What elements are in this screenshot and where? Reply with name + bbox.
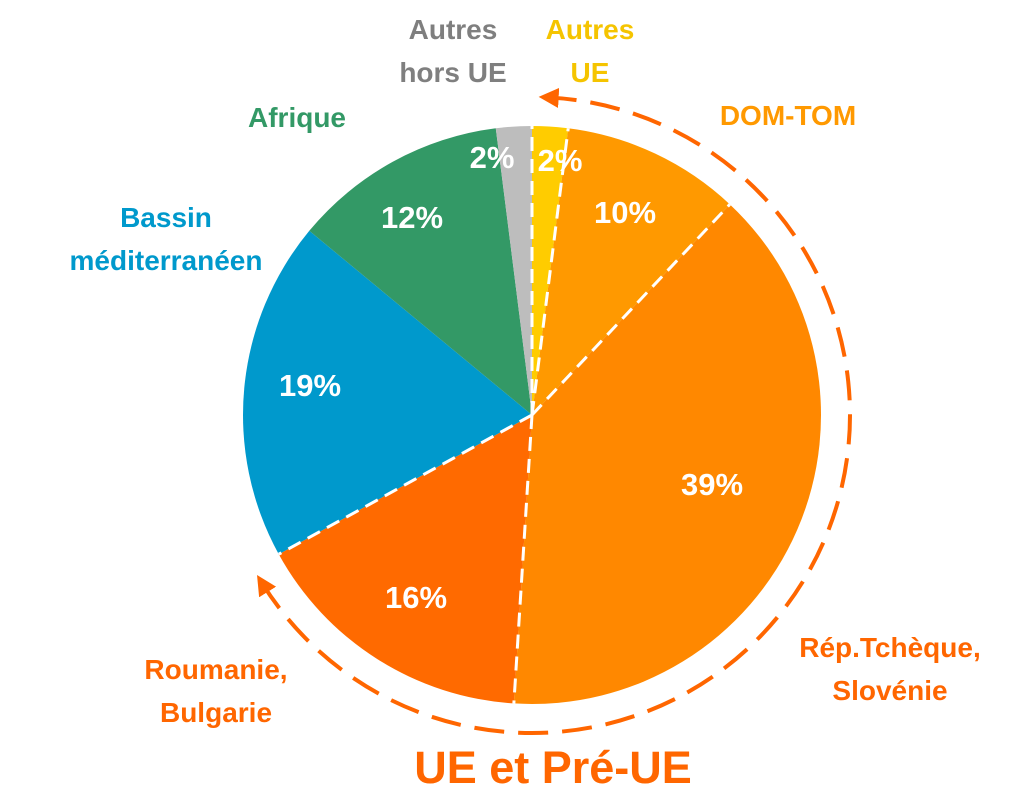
value-label: 12%	[381, 200, 443, 235]
category-label: DOM-TOM	[719, 100, 857, 131]
category-label: Roumanie, Bulgarie	[144, 654, 288, 728]
annotation: UE et Pré-UE	[414, 742, 692, 791]
value-label: 2%	[470, 140, 515, 175]
category-label: Autres UE	[545, 14, 635, 88]
category-label: Afrique	[248, 102, 346, 133]
category-label: Rép.Tchèque, Slovénie	[799, 632, 981, 706]
value-label: 16%	[385, 580, 447, 615]
category-label: Bassin méditerranéen	[69, 202, 263, 276]
value-label: 10%	[594, 195, 656, 230]
value-label: 39%	[681, 467, 743, 502]
value-label: 19%	[279, 368, 341, 403]
pie-slice	[513, 204, 821, 704]
pie-slice	[532, 128, 730, 415]
separator	[530, 203, 731, 417]
value-label: 2%	[538, 143, 583, 178]
category-label: Autres hors UE	[399, 14, 507, 88]
